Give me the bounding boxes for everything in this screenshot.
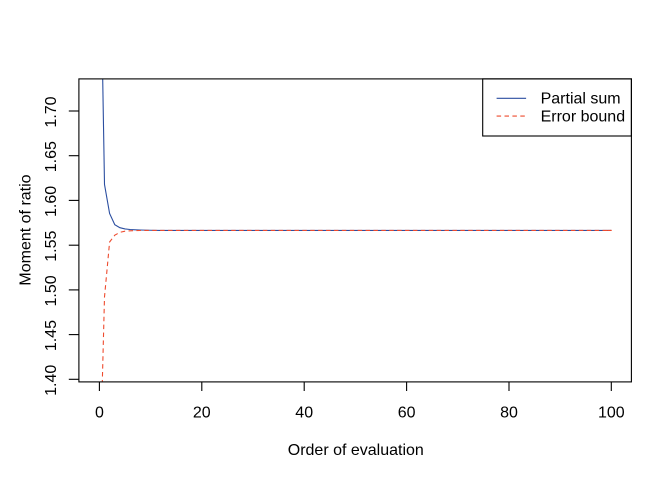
svg-text:60: 60 (398, 405, 416, 422)
svg-text:Error bound: Error bound (541, 109, 626, 126)
svg-text:1.50: 1.50 (43, 275, 60, 306)
svg-text:1.65: 1.65 (43, 141, 60, 172)
svg-text:1.55: 1.55 (43, 231, 60, 262)
svg-text:1.40: 1.40 (43, 365, 60, 396)
svg-text:Order of evaluation: Order of evaluation (288, 442, 424, 459)
svg-text:80: 80 (500, 405, 518, 422)
svg-text:Partial sum: Partial sum (541, 91, 621, 108)
svg-text:40: 40 (295, 405, 313, 422)
svg-text:20: 20 (193, 405, 211, 422)
svg-text:1.45: 1.45 (43, 320, 60, 351)
svg-text:1.70: 1.70 (43, 96, 60, 127)
svg-text:Moment of ratio: Moment of ratio (18, 174, 35, 285)
svg-text:1.60: 1.60 (43, 186, 60, 217)
svg-text:100: 100 (598, 405, 625, 422)
svg-text:0: 0 (95, 405, 104, 422)
